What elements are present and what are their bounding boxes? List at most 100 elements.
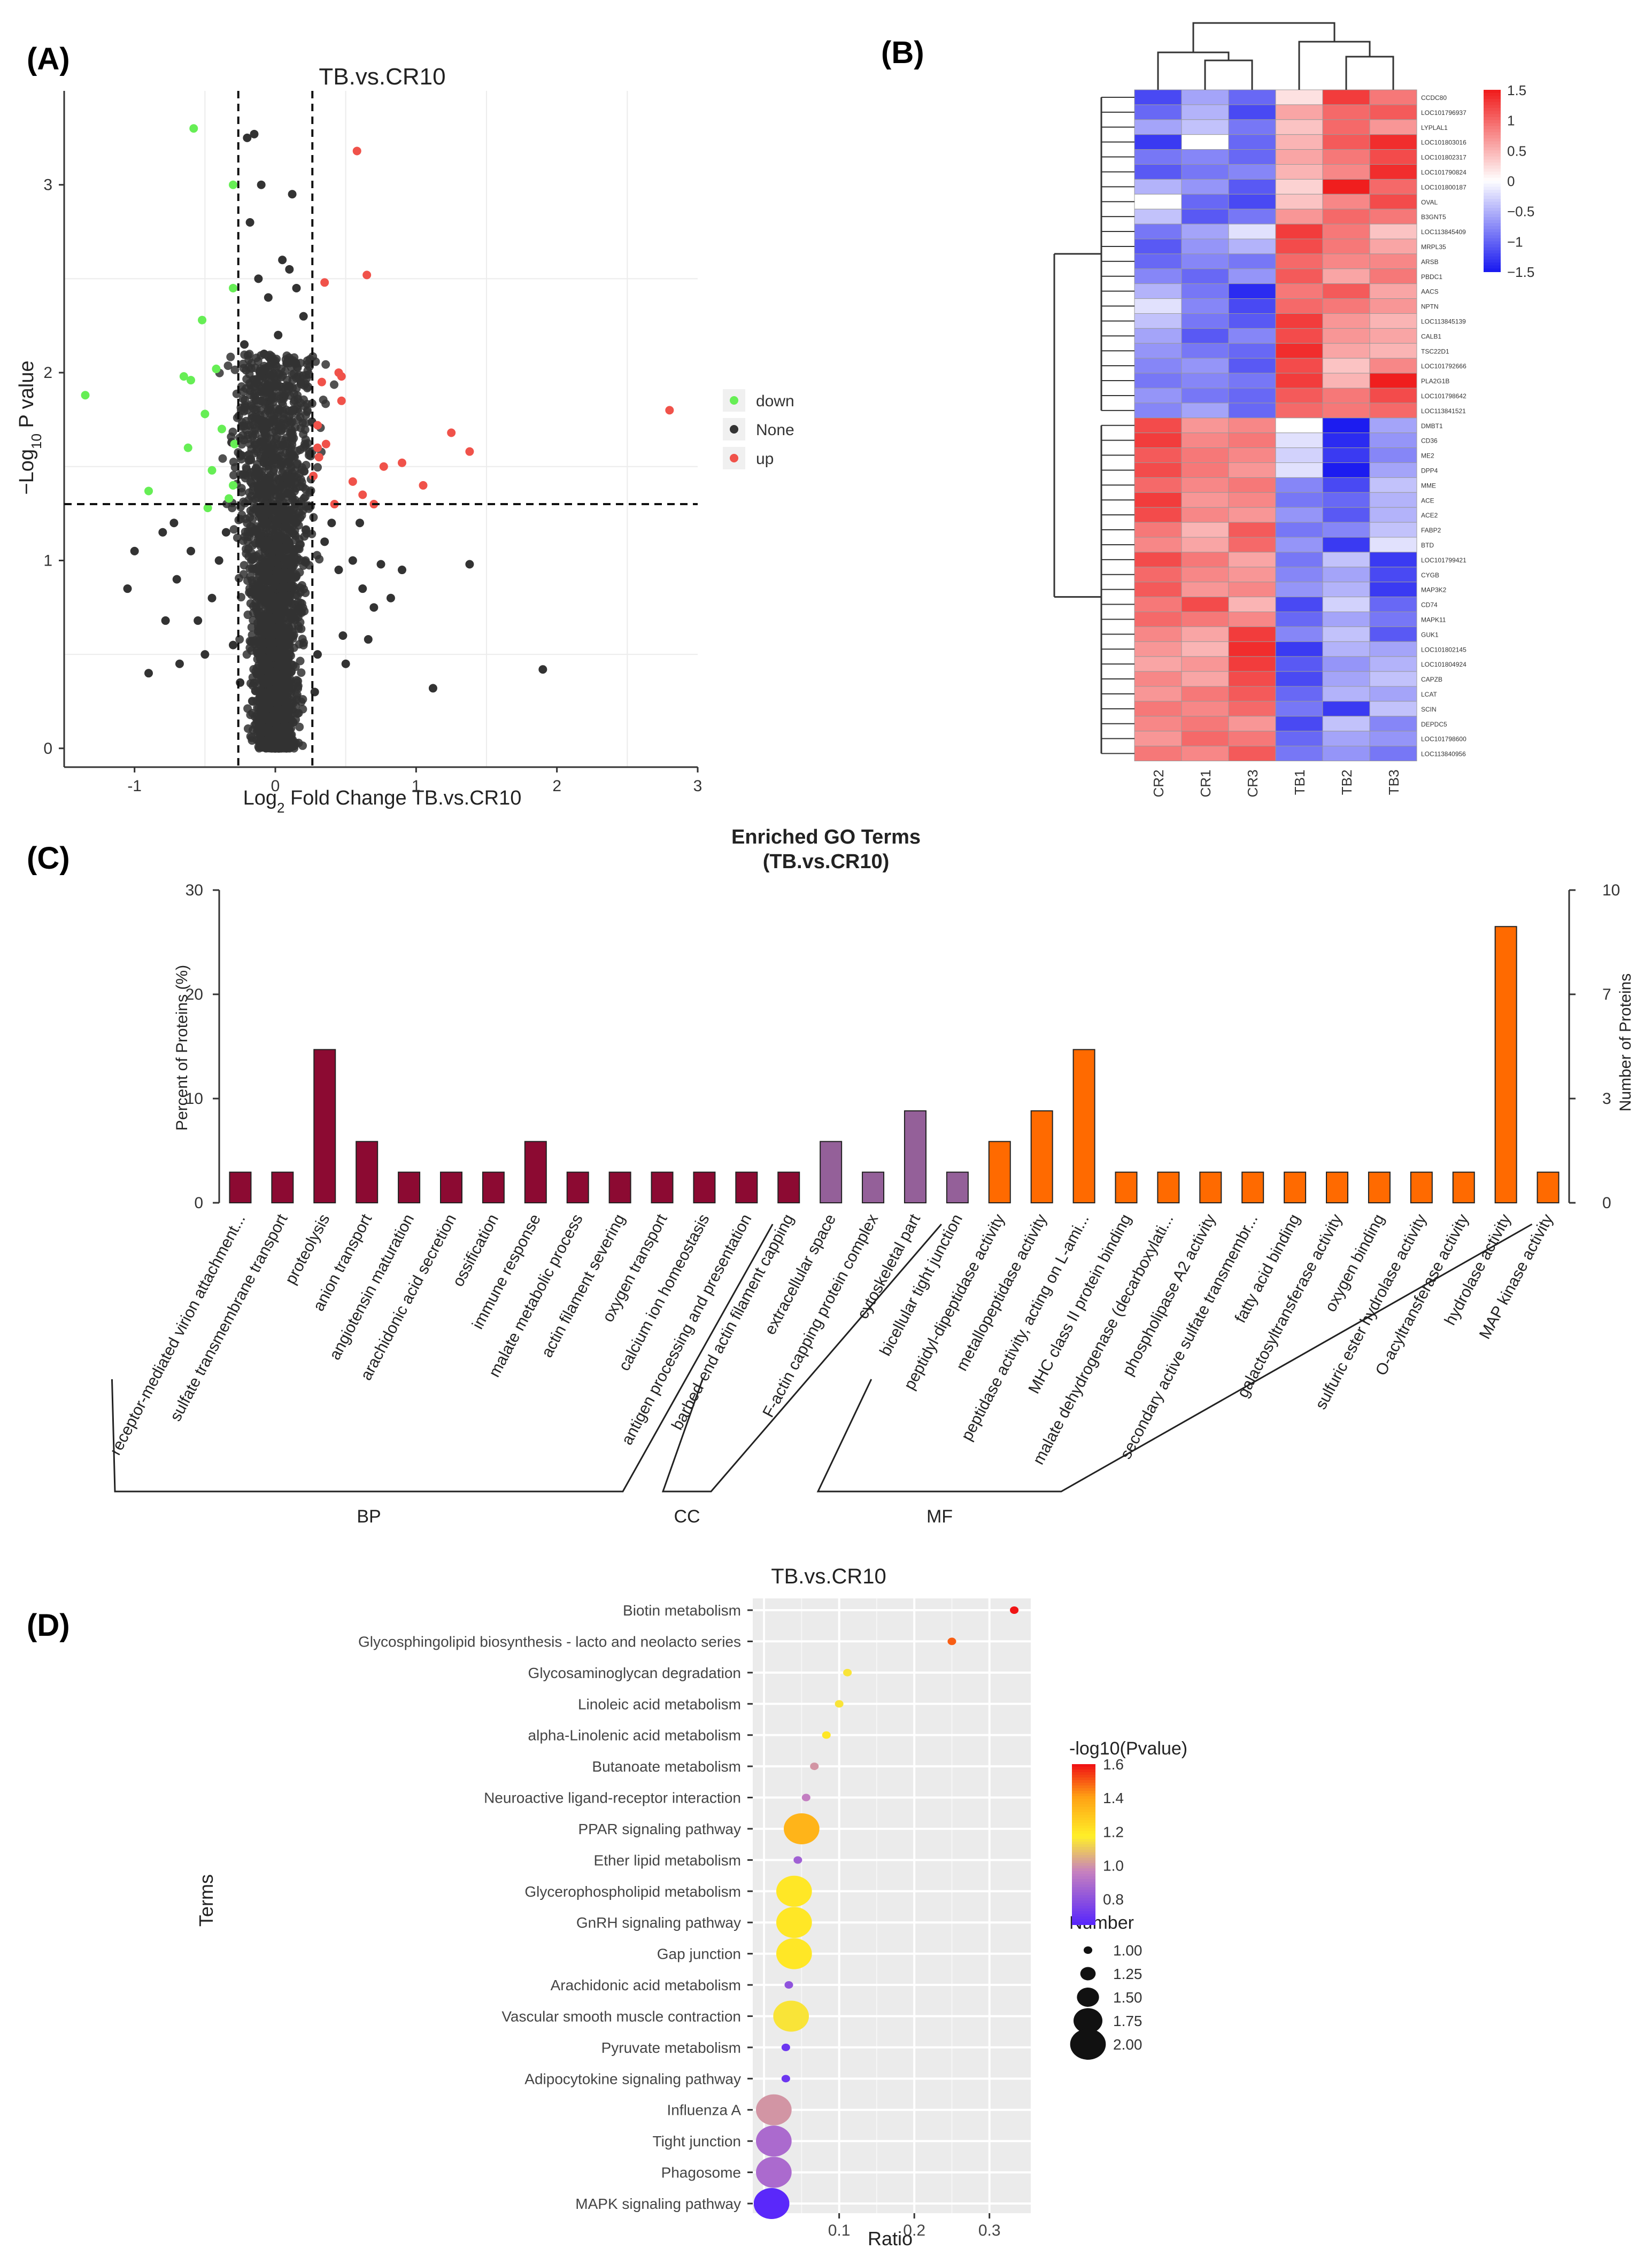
- go-left-tick-label: 30: [186, 882, 203, 899]
- volcano-point-none: [260, 361, 269, 370]
- volcano-point-none: [230, 463, 240, 472]
- kegg-bubble: [756, 2125, 792, 2157]
- heatmap-cell: [1322, 268, 1370, 284]
- heatmap-cell: [1275, 268, 1323, 284]
- kegg-term-label: Arachidonic acid metabolism: [551, 1977, 741, 1993]
- go-bar: [1326, 1171, 1349, 1203]
- heatmap-cell: [1228, 149, 1276, 165]
- volcano-point-none: [465, 560, 474, 569]
- heatmap-row-label: PBDC1: [1421, 273, 1442, 281]
- kegg-colorbar-segment: [1072, 1874, 1095, 1877]
- go-bar-chart-panel: (C) Enriched GO Terms (TB.vs.CR10) Perce…: [27, 826, 1634, 1527]
- kegg-colorbar-segment: [1072, 1831, 1095, 1834]
- heatmap-colorbar-label: 0.5: [1507, 143, 1526, 159]
- volcano-point-none: [260, 503, 269, 512]
- kegg-colorbar-segment: [1072, 1834, 1095, 1837]
- volcano-point-none: [256, 601, 265, 610]
- go-bar: [1452, 1171, 1475, 1203]
- go-chart-title: Enriched GO Terms: [731, 826, 921, 848]
- volcano-point-none: [269, 369, 278, 378]
- heatmap-cell: [1181, 671, 1229, 687]
- heatmap-cell: [1181, 179, 1229, 195]
- heatmap-colorbar-segment: [1484, 108, 1501, 112]
- heatmap-cell: [1134, 746, 1182, 761]
- heatmap-cell: [1134, 179, 1182, 195]
- volcano-point-none: [246, 572, 255, 581]
- heatmap-colorbar-label: −1: [1507, 234, 1523, 250]
- volcano-point-none: [268, 616, 277, 625]
- kegg-colorbar-segment: [1072, 1788, 1095, 1791]
- kegg-size-legend-marker: [1070, 2029, 1106, 2060]
- volcano-x-label-sub: 2: [277, 800, 284, 816]
- volcano-point-none: [341, 659, 350, 668]
- kegg-term-label: alpha-Linolenic acid metabolism: [528, 1727, 741, 1744]
- volcano-point-none: [330, 380, 339, 389]
- heatmap-cell: [1134, 104, 1182, 120]
- heatmap-cell: [1322, 358, 1370, 374]
- kegg-colorbar-segment: [1072, 1764, 1095, 1767]
- kegg-colorbar-segment: [1072, 1796, 1095, 1799]
- volcano-point-none: [267, 352, 276, 361]
- volcano-point-none: [268, 440, 277, 450]
- volcano-point-down: [229, 283, 237, 292]
- heatmap-cell: [1181, 208, 1229, 225]
- heatmap-cell: [1322, 432, 1370, 449]
- kegg-x-tick-label: 0.1: [828, 2222, 851, 2239]
- volcano-point-none: [252, 727, 261, 736]
- heatmap-cell: [1275, 238, 1323, 254]
- heatmap-cell: [1181, 328, 1229, 344]
- heatmap-cell: [1181, 731, 1229, 747]
- volcano-point-none: [243, 133, 252, 142]
- go-right-tick-label: 7: [1602, 986, 1611, 1003]
- kegg-term-label: Butanoate metabolism: [592, 1758, 741, 1775]
- heatmap-cell: [1134, 403, 1182, 419]
- heatmap-cell: [1181, 313, 1229, 329]
- go-left-axis-label: Percent of Proteins (%): [173, 965, 191, 1131]
- volcano-point-none: [256, 442, 265, 451]
- heatmap-cell: [1369, 432, 1417, 449]
- heatmap-column-label: TB3: [1386, 770, 1402, 795]
- volcano-y-tick-label: 3: [43, 176, 52, 194]
- heatmap-cell: [1322, 134, 1370, 150]
- kegg-term-label: Glycerophospholipid metabolism: [524, 1883, 741, 1900]
- volcano-y-label-sub: 10: [28, 434, 44, 449]
- heatmap-cell: [1369, 373, 1417, 389]
- volcano-x-tick-label: 0: [271, 777, 280, 795]
- volcano-point-none: [268, 584, 277, 593]
- heatmap-cell: [1181, 477, 1229, 493]
- volcano-point-none: [275, 744, 284, 753]
- heatmap-colorbar-segment: [1484, 92, 1501, 97]
- heatmap-row-label: FABP2: [1421, 527, 1441, 534]
- heatmap-colorbar-segment: [1484, 199, 1501, 203]
- volcano-point-none: [296, 423, 305, 432]
- volcano-point-up: [358, 490, 367, 499]
- volcano-x-tick-label: 2: [552, 777, 561, 795]
- heatmap-cell: [1275, 522, 1323, 538]
- heatmap-row-label: MME: [1421, 482, 1436, 489]
- volcano-point-none: [265, 527, 274, 536]
- heatmap-cell: [1228, 567, 1276, 583]
- volcano-point-none: [272, 404, 281, 413]
- volcano-point-none: [294, 682, 303, 691]
- volcano-point-none: [261, 543, 271, 552]
- volcano-point-none: [245, 421, 254, 430]
- heatmap-colorbar-segment: [1484, 202, 1501, 206]
- heatmap-cell: [1322, 89, 1370, 105]
- kegg-bubble: [753, 2188, 790, 2219]
- heatmap-cell: [1275, 328, 1323, 344]
- go-bar: [693, 1171, 716, 1203]
- heatmap-cell: [1181, 552, 1229, 568]
- heatmap-row-label: MAP3K2: [1421, 586, 1447, 594]
- kegg-term-label: Gap junction: [657, 1946, 741, 1962]
- heatmap-cell: [1134, 358, 1182, 374]
- kegg-bubble-panel: (D) TB.vs.CR10 Ratio Terms -log10(Pvalue…: [27, 1565, 1187, 2250]
- kegg-bubble: [756, 2156, 792, 2188]
- heatmap-cell: [1369, 253, 1417, 269]
- heatmap-colorbar-segment: [1484, 120, 1501, 124]
- heatmap-cell: [1134, 671, 1182, 687]
- kegg-colorbar-segment: [1072, 1772, 1095, 1775]
- volcano-point-none: [279, 687, 288, 697]
- volcano-point-none: [237, 484, 246, 493]
- heatmap-cell: [1134, 686, 1182, 702]
- kegg-colorbar-segment: [1072, 1863, 1095, 1866]
